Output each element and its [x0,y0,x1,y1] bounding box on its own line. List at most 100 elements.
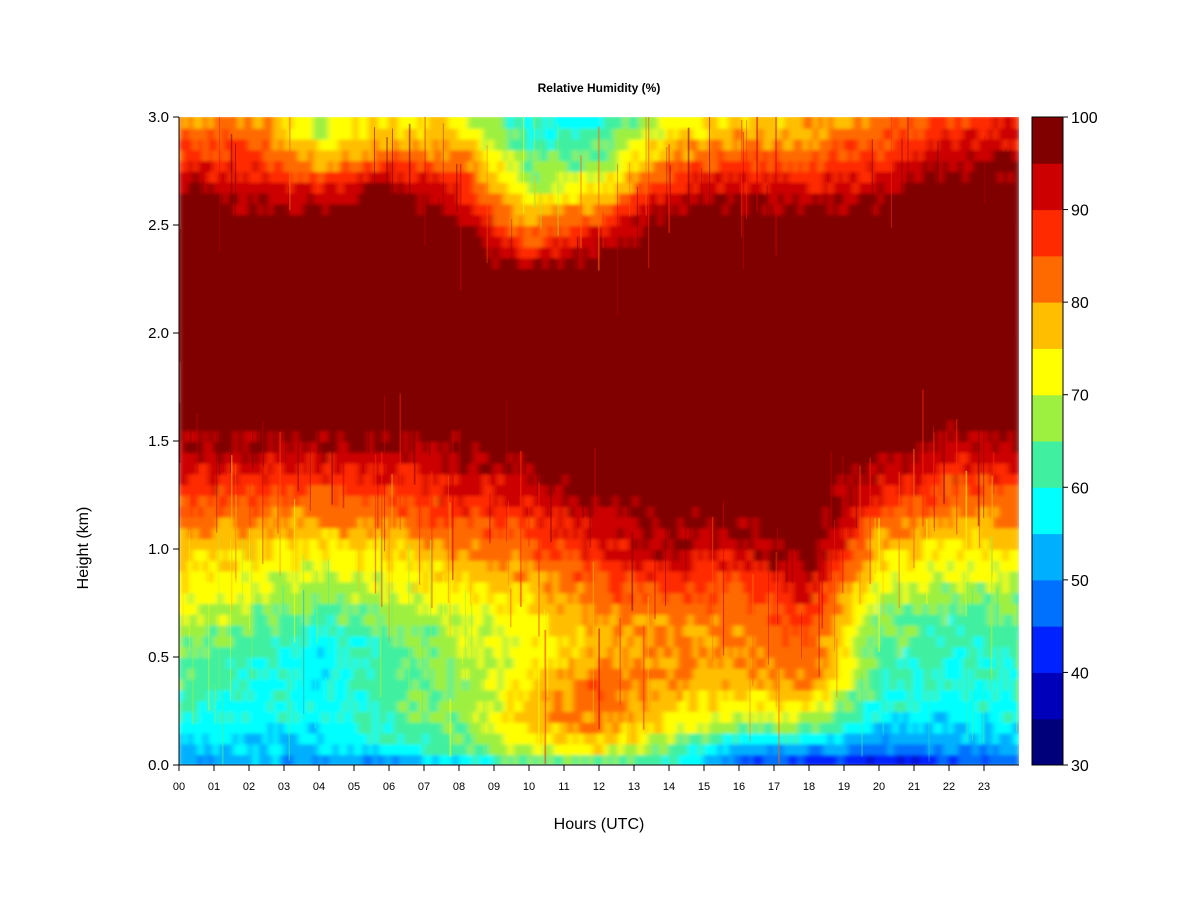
heatmap-cell [373,364,380,378]
heatmap-cell [533,191,540,205]
heatmap-cell [363,537,370,550]
heatmap-cell [338,321,345,334]
heatmap-cell [473,688,480,702]
heatmap-cell [418,429,425,442]
heatmap-cell [548,742,555,756]
heatmap-cell [378,710,385,723]
heatmap-cell [383,440,390,453]
heatmap-cell [458,666,465,680]
heatmap-cell [218,310,225,324]
heatmap-cell [508,504,515,518]
heatmap-cell [328,137,335,151]
heatmap-cell [283,267,290,280]
heatmap-cell [218,677,225,691]
heatmap-cell [458,137,465,151]
heatmap-cell [193,159,200,172]
heatmap-cell [573,656,580,669]
heatmap-cell [263,180,270,194]
heatmap-cell [348,558,355,572]
heatmap-cell [278,170,285,183]
heatmap-cell [403,742,410,756]
heatmap-cell [458,191,465,205]
heatmap-cell [368,602,375,615]
heatmap-cell [298,720,305,734]
heatmap-cell [538,612,545,626]
heatmap-cell [258,418,265,432]
heatmap-cell [258,213,265,226]
heatmap-cell [513,224,520,237]
heatmap-cell [433,515,440,529]
heatmap-cell [273,332,280,345]
heatmap-cell [428,440,435,453]
heatmap-cell [348,623,355,637]
heatmap-cell [578,299,585,313]
heatmap-cell [348,278,355,291]
heatmap-cell [523,472,530,486]
heatmap-cell [323,191,330,205]
heatmap-cell [313,224,320,237]
heatmap-cell [533,202,540,216]
heatmap-cell [543,137,550,151]
heatmap-cell [343,483,350,496]
heatmap-cell [363,234,370,248]
heatmap-cell [408,526,415,540]
heatmap-cell [398,645,405,658]
heatmap-cell [348,710,355,723]
heatmap-cell [583,213,590,226]
heatmap-cell [403,731,410,745]
heatmap-cell [298,213,305,226]
heatmap-cell [528,645,535,658]
heatmap-cell [498,504,505,518]
heatmap-cell [363,126,370,140]
heatmap-cell [568,375,575,388]
heatmap-cell [203,494,210,507]
heatmap-cell [513,742,520,756]
heatmap-cell [483,472,490,486]
heatmap-cell [403,634,410,648]
heatmap-cell [583,429,590,442]
heatmap-cell [513,699,520,712]
heatmap-cell [323,548,330,561]
heatmap-cell [388,418,395,432]
heatmap-cell [303,332,310,345]
heatmap-cell [218,170,225,183]
heatmap-cell [293,677,300,691]
heatmap-cell [553,472,560,486]
heatmap-cell [298,753,305,765]
heatmap-cell [453,278,460,291]
heatmap-cell [473,310,480,324]
heatmap-cell [508,170,515,183]
heatmap-cell [468,591,475,604]
heatmap-cell [198,332,205,345]
heatmap-cell [248,396,255,410]
heatmap-cell [513,569,520,583]
heatmap-cell [258,602,265,615]
heatmap-cell [179,202,185,216]
heatmap-cell [308,656,315,669]
heatmap-cell [433,234,440,248]
heatmap-cell [179,321,185,334]
heatmap-cell [418,191,425,205]
heatmap-cell [408,720,415,734]
heatmap-cell [498,677,505,691]
heatmap-cell [578,548,585,561]
heatmap-cell [353,278,360,291]
heatmap-cell [338,126,345,140]
heatmap-cell [473,623,480,637]
heatmap-cell [428,245,435,259]
heatmap-cell [563,148,570,162]
heatmap-cell [573,645,580,658]
heatmap-cell [453,364,460,378]
heatmap-cell [298,418,305,432]
heatmap-cell [203,569,210,583]
heatmap-cell [508,450,515,464]
heatmap-cell [213,202,220,216]
heatmap-cell [388,440,395,453]
heatmap-cell [368,612,375,626]
heatmap-cell [408,429,415,442]
heatmap-cell [438,310,445,324]
heatmap-cell [368,450,375,464]
heatmap-cell [488,310,495,324]
heatmap-cell [488,213,495,226]
heatmap-cell [318,580,325,594]
